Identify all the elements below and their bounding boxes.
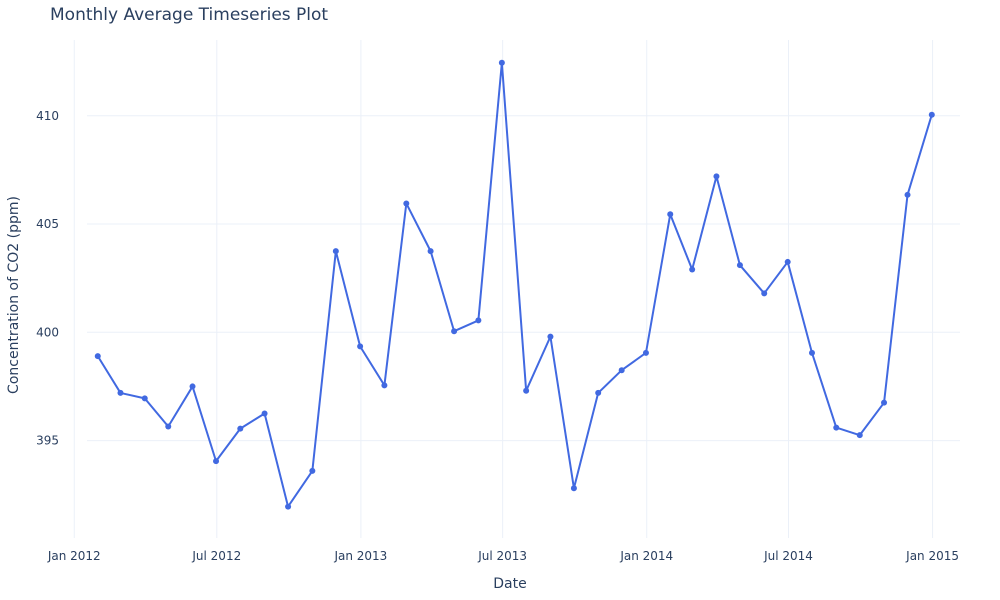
tick-layer: Jan 2012 Jul 2012 Jan 2013 Jul 2013 Jan 2014… xyxy=(36,109,959,563)
y-tick-label: 400 xyxy=(36,325,59,339)
x-tick-label: Jul 2014 xyxy=(763,549,813,563)
data-point[interactable] xyxy=(618,367,625,374)
data-point[interactable] xyxy=(808,349,815,356)
data-point[interactable] xyxy=(498,59,505,66)
data-point[interactable] xyxy=(570,485,577,492)
data-point[interactable] xyxy=(189,383,196,390)
data-point[interactable] xyxy=(689,266,696,273)
data-point[interactable] xyxy=(309,467,316,474)
chart-title: Monthly Average Timeseries Plot xyxy=(50,5,328,25)
data-point[interactable] xyxy=(451,328,458,335)
data-point[interactable] xyxy=(261,410,268,417)
data-point[interactable] xyxy=(523,387,530,394)
data-point[interactable] xyxy=(165,423,172,430)
x-axis-label: Date xyxy=(493,576,526,592)
data-point[interactable] xyxy=(642,349,649,356)
data-point[interactable] xyxy=(595,389,602,396)
x-tick-label: Jul 2013 xyxy=(477,549,527,563)
data-point[interactable] xyxy=(856,432,863,439)
data-point[interactable] xyxy=(141,395,148,402)
data-point[interactable] xyxy=(904,191,911,198)
data-point[interactable] xyxy=(381,382,388,389)
data-point[interactable] xyxy=(403,200,410,207)
data-point[interactable] xyxy=(357,343,364,350)
data-point[interactable] xyxy=(213,458,220,465)
data-point[interactable] xyxy=(332,248,339,255)
data-point[interactable] xyxy=(285,503,292,510)
data-point[interactable] xyxy=(736,262,743,269)
data-point[interactable] xyxy=(761,290,768,297)
data-point[interactable] xyxy=(784,258,791,265)
data-point[interactable] xyxy=(881,399,888,406)
y-tick-label: 395 xyxy=(36,434,59,448)
x-tick-label: Jan 2013 xyxy=(333,549,387,563)
y-tick-label: 410 xyxy=(36,109,59,123)
y-axis-label: Concentration of CO2 (ppm) xyxy=(6,196,22,394)
x-tick-label: Jan 2012 xyxy=(47,549,101,563)
x-tick-label: Jan 2014 xyxy=(619,549,673,563)
series-line xyxy=(96,61,933,508)
data-point[interactable] xyxy=(237,425,244,432)
y-tick-label: 405 xyxy=(36,217,59,231)
data-point[interactable] xyxy=(667,211,674,218)
data-point[interactable] xyxy=(94,353,101,360)
data-point[interactable] xyxy=(713,173,720,180)
data-point[interactable] xyxy=(427,248,434,255)
data-point[interactable] xyxy=(833,424,840,431)
x-tick-label: Jan 2015 xyxy=(905,549,959,563)
series-layer xyxy=(94,59,935,510)
data-point[interactable] xyxy=(117,389,124,396)
data-point[interactable] xyxy=(547,333,554,340)
data-point[interactable] xyxy=(475,317,482,324)
data-point[interactable] xyxy=(928,111,935,118)
grid-layer xyxy=(73,40,960,538)
x-tick-label: Jul 2012 xyxy=(191,549,241,563)
